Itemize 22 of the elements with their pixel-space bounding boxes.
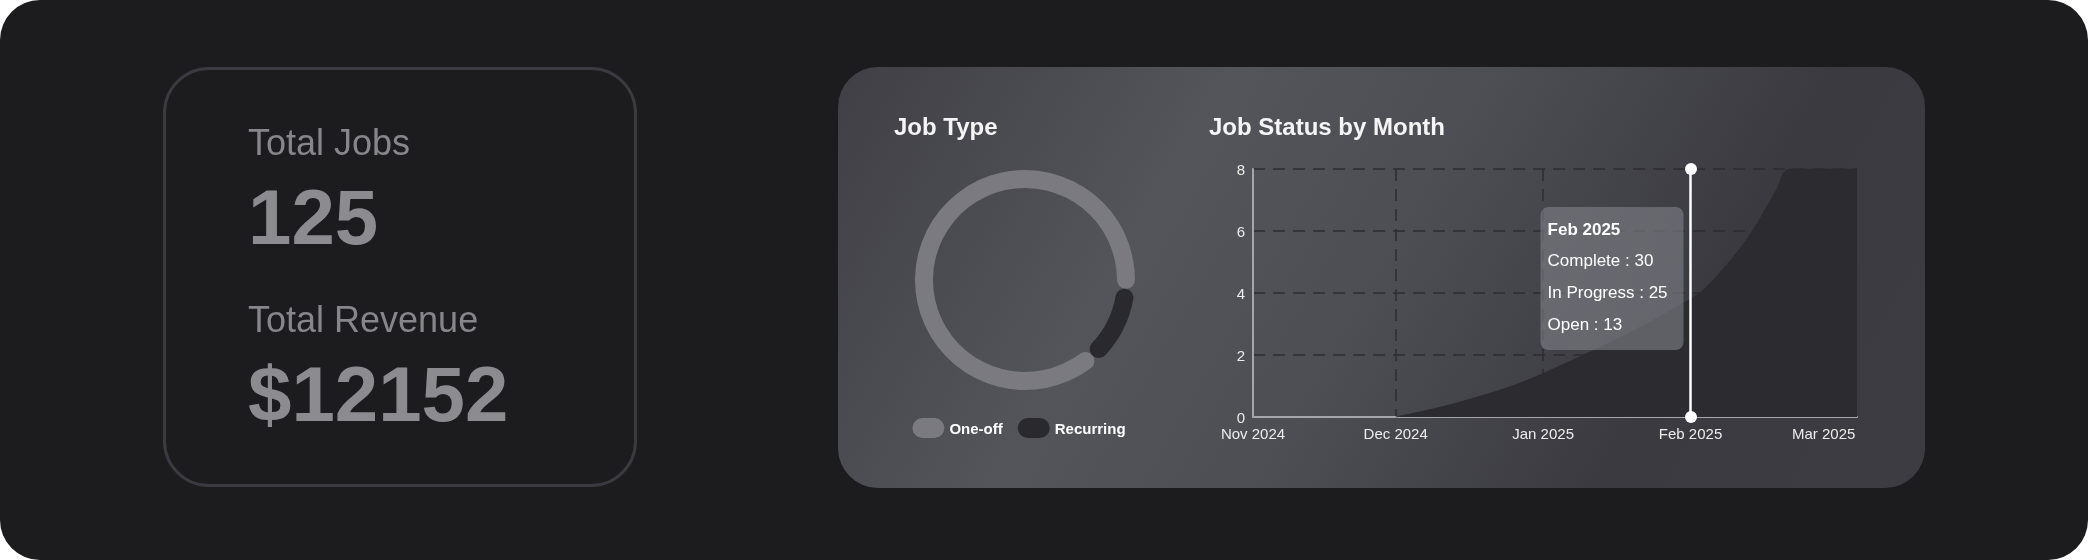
x-tick-label: Jan 2025 (1512, 425, 1574, 442)
text: 125 (248, 173, 379, 261)
annotation: In Progress : 25 (1547, 282, 1668, 302)
y-tick-label: 4 (1236, 284, 1245, 302)
x-tick-label: Nov 2024 (1220, 425, 1286, 442)
legend-label: One-off (949, 419, 1004, 437)
legend-label: Recurring (1054, 419, 1126, 437)
x-tick-label: Feb 2025 (1658, 425, 1723, 442)
text: $12152 (248, 350, 509, 438)
y-tick-label: 0 (1236, 408, 1245, 426)
text: Total Revenue (248, 299, 479, 340)
y-tick-label: 6 (1236, 222, 1245, 240)
annotation: Complete : 30 (1547, 251, 1654, 271)
x-tick-label: Mar 2025 (1792, 425, 1856, 442)
chart-title: Job Type (894, 112, 998, 140)
chart-title: Job Status by Month (1209, 112, 1445, 140)
y-tick-label: 2 (1236, 346, 1245, 364)
text: Total Jobs (248, 122, 411, 163)
annotation: Feb 2025 (1547, 219, 1621, 239)
annotation: Open : 13 (1547, 314, 1623, 334)
x-tick-label: Dec 2024 (1363, 425, 1428, 442)
y-tick-label: 8 (1236, 160, 1245, 178)
